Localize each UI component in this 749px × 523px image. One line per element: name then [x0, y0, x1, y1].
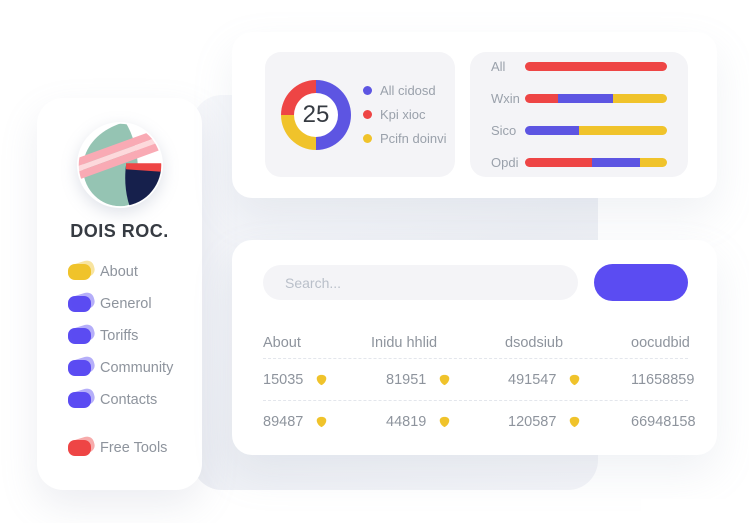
- sidebar-item-label: Contacts: [100, 392, 158, 408]
- table-row: 89487 44819 120587 66948158: [263, 400, 696, 442]
- table-header-row: About Inidu hhlid dsodsiub oocudbid: [263, 328, 690, 358]
- donut-chart: 25: [281, 79, 351, 150]
- legend-item-pcifn-doinvi: Pcifn doinvi: [363, 131, 446, 146]
- table-cell: 66948158: [631, 414, 696, 430]
- table-cell: 44819: [371, 414, 505, 430]
- sidebar-item-toriffs[interactable]: Toriffs: [68, 320, 202, 352]
- search-pill: [263, 265, 578, 300]
- sidebar: DOIS ROC. About Generol Toriffs Community Co…: [37, 98, 202, 490]
- sidebar-item-label: Community: [100, 360, 174, 376]
- legend-item-all-cidosd: All cidosd: [363, 83, 446, 98]
- corner-rect-top-left: [0, 0, 193, 57]
- sidebar-item-label: Toriffs: [100, 328, 139, 344]
- bar-row-label: Sico: [491, 123, 517, 138]
- legend-label: All cidosd: [380, 83, 436, 98]
- table-cell: 120587: [505, 414, 631, 430]
- bar-row-all: All: [491, 59, 667, 74]
- bar-track: [525, 158, 667, 167]
- donut-legend: All cidosd Kpi xioc Pcifn doinvi: [363, 83, 446, 146]
- sidebar-item-label: Free Tools: [100, 440, 168, 456]
- donut-panel: 25 All cidosd Kpi xioc Pcifn doinvi: [265, 52, 455, 177]
- sidebar-item-contacts[interactable]: Contacts: [68, 384, 202, 416]
- bar-row-label: Wxin: [491, 91, 520, 106]
- sidebar-item-label: Generol: [100, 296, 152, 312]
- bar-segment-yellow: [640, 158, 667, 167]
- table-cell: 89487: [263, 414, 371, 430]
- table-cell: 81951: [371, 372, 505, 388]
- about-blob-icon: [68, 264, 91, 280]
- bar-segment-blue: [525, 126, 579, 135]
- legend-dot-icon: [363, 86, 372, 95]
- cell-value: 491547: [508, 371, 557, 388]
- bar-row-label: All: [491, 59, 506, 74]
- sidebar-nav: About Generol Toriffs Community Contacts Free…: [37, 256, 202, 464]
- bar-segment-yellow: [578, 126, 667, 135]
- table-card: About Inidu hhlid dsodsiub oocudbid 15035 81…: [232, 240, 717, 455]
- bar-segment-red: [525, 158, 592, 167]
- column-header-oocudbid: oocudbid: [631, 335, 690, 351]
- sidebar-item-free-tools[interactable]: Free Tools: [68, 432, 202, 464]
- bar-segment-blue: [557, 94, 614, 103]
- bar-segment-yellow: [613, 94, 667, 103]
- overview-card: 25 All cidosd Kpi xioc Pcifn doinvi All Wxi…: [232, 32, 717, 198]
- bar-track: [525, 94, 667, 103]
- bar-row-label: Opdi: [491, 155, 519, 170]
- search-button[interactable]: [594, 264, 688, 301]
- contacts-blob-icon: [68, 392, 91, 408]
- cell-value: 120587: [508, 413, 557, 430]
- shield-icon: [438, 373, 451, 387]
- bar-segment-blue: [591, 158, 640, 167]
- cell-value: 89487: [263, 413, 304, 430]
- free-tools-blob-icon: [68, 440, 91, 456]
- stacked-bars-panel: All Wxin Sico Opdi: [470, 52, 688, 177]
- column-header-inidu-hhlid: Inidu hhlid: [371, 335, 438, 351]
- cell-value: 66948158: [631, 413, 696, 430]
- table-row: 15035 81951 491547 11658859: [263, 358, 694, 400]
- shield-icon: [315, 415, 328, 429]
- shield-icon: [568, 415, 581, 429]
- legend-label: Pcifn doinvi: [380, 131, 447, 146]
- generol-blob-icon: [68, 296, 91, 312]
- legend-item-kpi-xioc: Kpi xioc: [363, 107, 446, 122]
- shield-icon: [568, 373, 581, 387]
- table-cell: 491547: [505, 372, 631, 388]
- bar-row-wxin: Wxin: [491, 91, 667, 106]
- bar-track: [525, 126, 667, 135]
- brand-title: DOIS ROC.: [70, 221, 169, 241]
- sidebar-item-about[interactable]: About: [68, 256, 202, 288]
- column-header-dsodsiub: dsodsiub: [505, 335, 564, 351]
- table-body: 15035 81951 491547 11658859 89487 44819 120587…: [263, 358, 696, 442]
- table-cell: 15035: [263, 372, 371, 388]
- search-input[interactable]: [263, 274, 578, 291]
- table-cell: 11658859: [631, 372, 694, 388]
- community-blob-icon: [68, 360, 91, 376]
- cell-value: 81951: [386, 371, 427, 388]
- bar-segment-red: [525, 94, 558, 103]
- donut-center-value: 25: [302, 100, 330, 128]
- bar-row-opdi: Opdi: [491, 155, 667, 170]
- shield-icon: [438, 415, 451, 429]
- corner-rect-bottom-right: [641, 499, 749, 523]
- cell-value: 11658859: [631, 371, 695, 388]
- legend-dot-icon: [363, 110, 372, 119]
- donut-hole: 25: [294, 92, 338, 137]
- bar-segment-red: [525, 62, 667, 71]
- data-table: About Inidu hhlid dsodsiub oocudbid 15035 81…: [263, 328, 696, 442]
- sidebar-item-label: About: [100, 264, 138, 280]
- legend-label: Kpi xioc: [380, 107, 426, 122]
- legend-dot-icon: [363, 134, 372, 143]
- cell-value: 15035: [263, 371, 304, 388]
- bar-row-sico: Sico: [491, 123, 667, 138]
- sidebar-item-community[interactable]: Community: [68, 352, 202, 384]
- cell-value: 44819: [386, 413, 427, 430]
- bar-track: [525, 62, 667, 71]
- column-header-about: About: [263, 335, 301, 351]
- search-row: [263, 264, 688, 301]
- sidebar-item-generol[interactable]: Generol: [68, 288, 202, 320]
- shield-icon: [315, 373, 328, 387]
- brand-logo: [77, 122, 163, 208]
- toriffs-blob-icon: [68, 328, 91, 344]
